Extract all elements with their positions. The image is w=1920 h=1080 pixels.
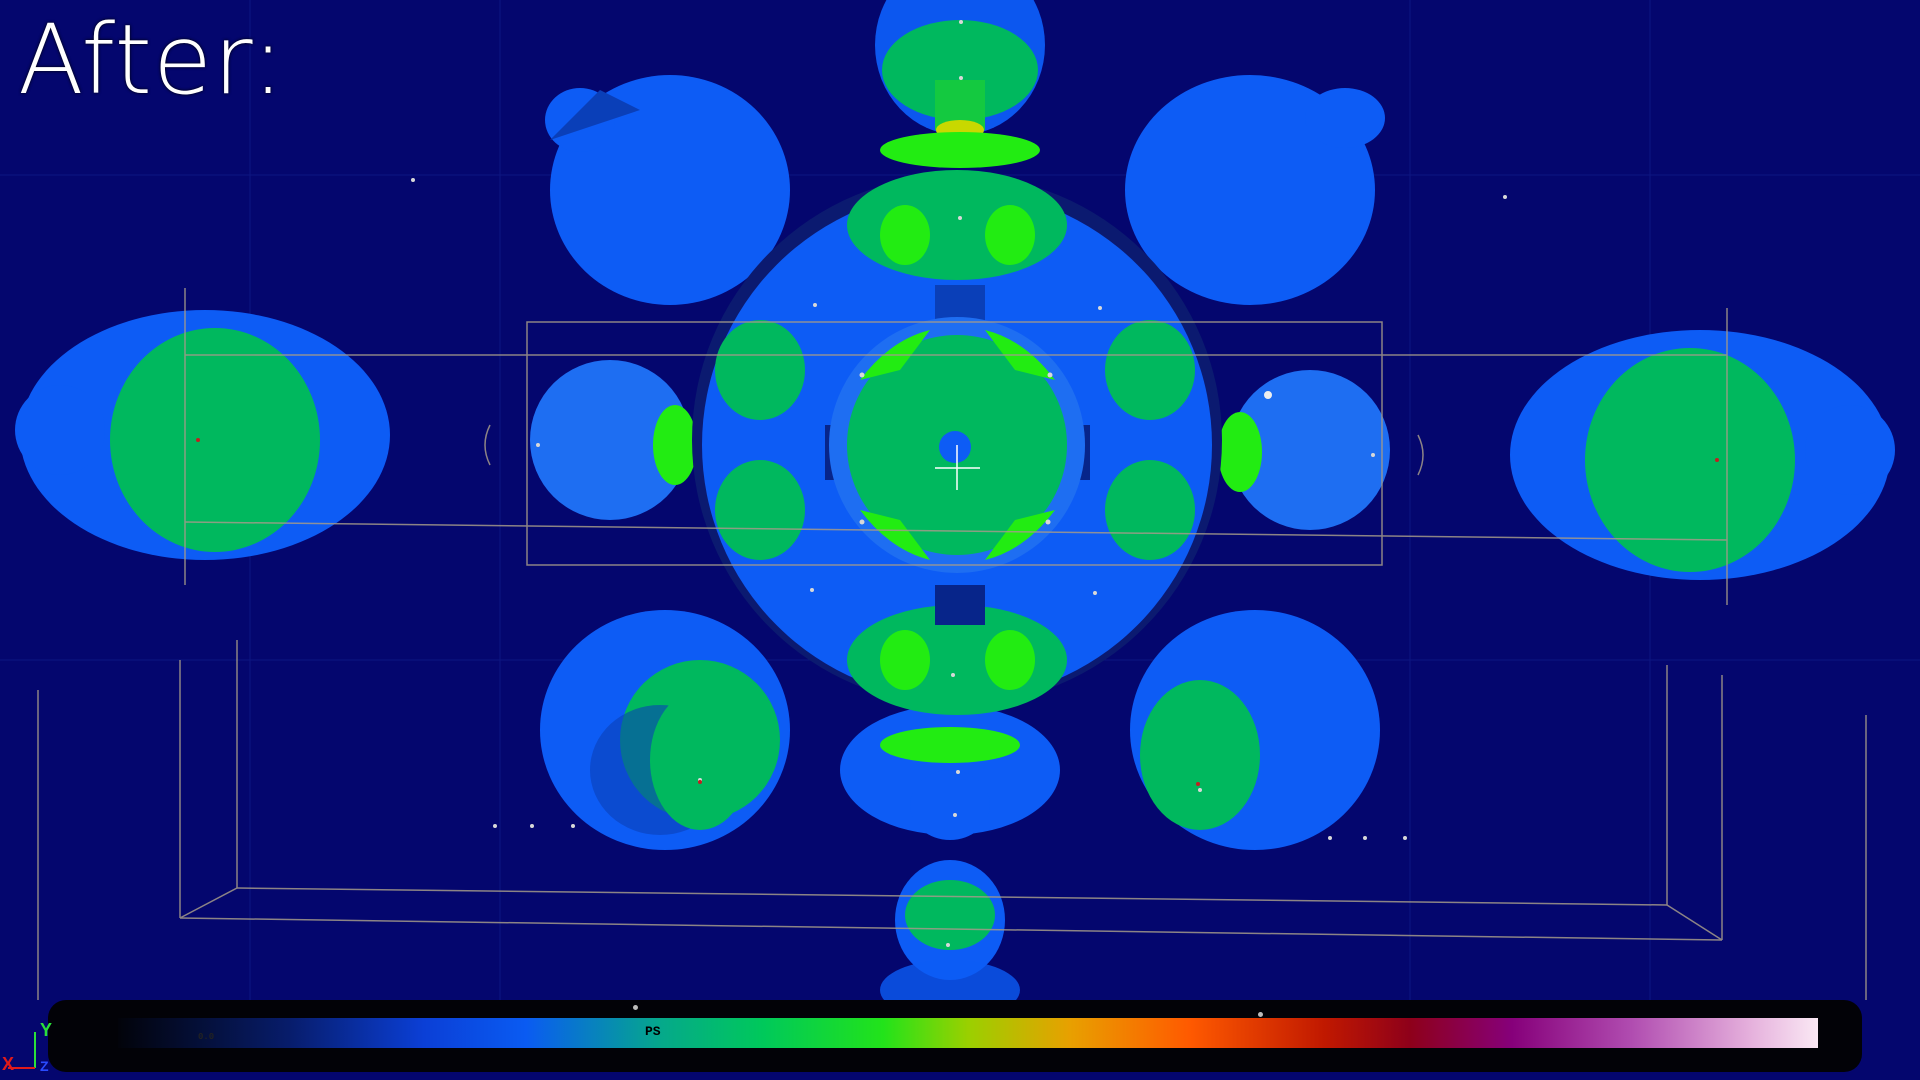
legend-label-min: 0.0 xyxy=(198,1032,215,1042)
coverage-left-lobe xyxy=(530,360,697,520)
coverage-upper-right-cell xyxy=(1125,75,1385,305)
color-scale-legend: PS 0.0 xyxy=(48,1000,1862,1072)
coverage-lower-left-cell xyxy=(540,610,790,850)
device-markers xyxy=(411,20,1507,947)
device-markers-red xyxy=(196,438,1719,786)
axis-x-label: X xyxy=(2,1054,15,1074)
wireframe-rig xyxy=(37,288,1867,1000)
legend-tick xyxy=(1258,1012,1263,1017)
coverage-left-cell xyxy=(15,310,390,560)
axis-triad: Y X Z xyxy=(0,1020,70,1080)
coverage-top-column xyxy=(875,0,1045,168)
crosshair-cursor xyxy=(935,445,980,490)
coverage-right-cell xyxy=(1510,330,1895,580)
axis-z-label: Z xyxy=(40,1058,49,1074)
legend-label-ps: PS xyxy=(645,1024,661,1039)
coverage-upper-left-cell xyxy=(545,75,790,305)
legend-tick xyxy=(633,1005,638,1010)
coverage-right-lobe xyxy=(1218,370,1390,530)
after-title: After: xyxy=(18,4,286,116)
color-scale-gradient xyxy=(118,1018,1818,1048)
axis-y-label: Y xyxy=(40,1020,53,1040)
axis-lines xyxy=(8,1032,36,1069)
coverage-lower-right-cell xyxy=(1130,610,1380,850)
